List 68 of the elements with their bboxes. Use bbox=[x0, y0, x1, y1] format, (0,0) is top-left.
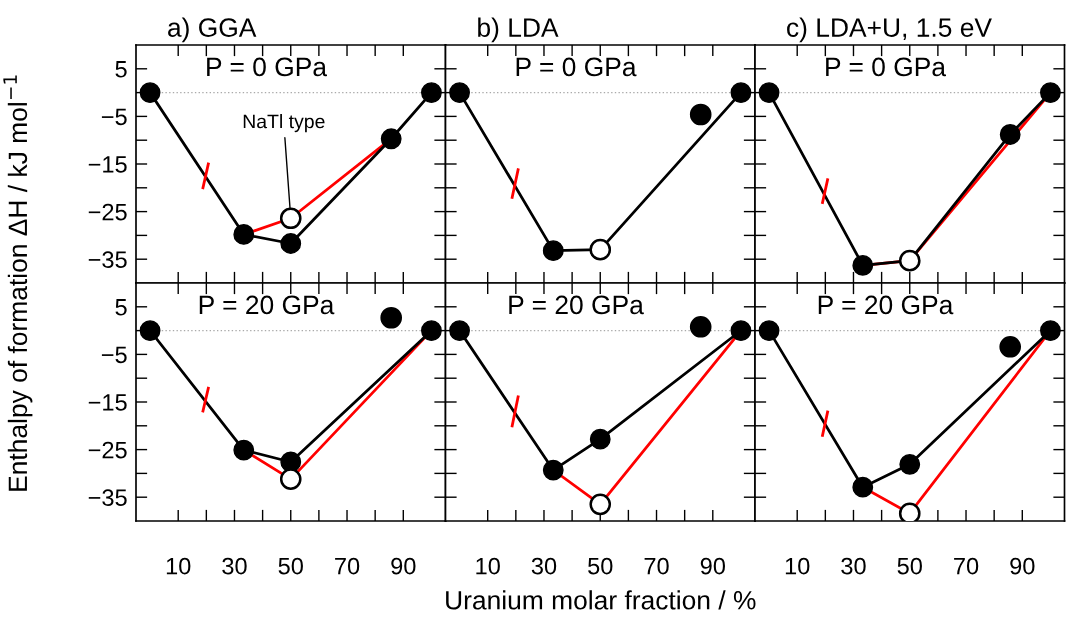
chart-title: a) GGA bbox=[168, 17, 257, 43]
point bbox=[279, 468, 302, 490]
point bbox=[233, 439, 255, 461]
point bbox=[689, 315, 712, 338]
point bbox=[689, 103, 712, 126]
point bbox=[852, 254, 874, 276]
annotation: P = 0 GPa bbox=[516, 57, 637, 77]
point bbox=[589, 493, 612, 516]
x-tick-label: 90 bbox=[391, 557, 416, 575]
point bbox=[1040, 320, 1061, 342]
y-tick-label: 5 bbox=[115, 61, 127, 78]
point bbox=[852, 476, 874, 498]
x-tick-label: 50 bbox=[278, 557, 303, 575]
point bbox=[999, 335, 1022, 358]
x-tick-label: 70 bbox=[644, 557, 669, 575]
point bbox=[1040, 82, 1061, 104]
x-tick-label: 10 bbox=[476, 557, 500, 575]
annotation: P = 20 GPa bbox=[818, 295, 954, 315]
annotation: P = 0 GPa bbox=[207, 57, 327, 77]
x-tick-label: 50 bbox=[588, 557, 613, 575]
y-tick-label: −35 bbox=[88, 489, 127, 506]
point bbox=[449, 320, 470, 342]
point bbox=[421, 320, 442, 342]
point bbox=[542, 240, 564, 262]
point bbox=[279, 207, 302, 230]
point bbox=[899, 453, 921, 475]
point bbox=[730, 82, 752, 104]
point bbox=[589, 428, 611, 450]
point bbox=[542, 459, 564, 481]
point bbox=[758, 82, 780, 104]
point bbox=[139, 82, 161, 104]
point bbox=[449, 82, 470, 104]
point bbox=[758, 320, 780, 342]
chart-title: b) LDA bbox=[478, 17, 559, 43]
y-tick-label: −25 bbox=[88, 203, 127, 221]
y-tick-label: −15 bbox=[88, 156, 127, 173]
x-tick-label: 90 bbox=[1010, 557, 1035, 575]
point bbox=[421, 82, 442, 104]
annotation: P = 0 GPa bbox=[826, 57, 946, 77]
y-axis-title: Enthalpy of formation ΔH / kJ mol$^{−1}$ bbox=[3, 75, 33, 491]
x-tick-label: 70 bbox=[335, 557, 360, 575]
x-tick-label: 30 bbox=[841, 557, 866, 575]
y-tick-label: −35 bbox=[88, 251, 127, 268]
annotation: NaTl type bbox=[243, 114, 325, 133]
chart-title: c) LDA+U, 1.5 eV bbox=[787, 17, 992, 43]
x-tick-label: 70 bbox=[954, 557, 979, 575]
x-tick-label: 10 bbox=[785, 557, 810, 575]
point bbox=[380, 128, 402, 150]
point bbox=[280, 233, 302, 254]
point bbox=[233, 224, 255, 245]
x-tick-label: 50 bbox=[897, 557, 922, 575]
point bbox=[898, 502, 921, 521]
x-tick-label: 90 bbox=[700, 557, 725, 575]
point bbox=[139, 320, 161, 342]
point bbox=[380, 306, 403, 329]
y-tick-label: −5 bbox=[101, 108, 127, 126]
x-tick-label: 30 bbox=[222, 557, 247, 575]
x-tick-label: 10 bbox=[166, 557, 191, 575]
annotation: P = 20 GPa bbox=[509, 295, 644, 315]
y-tick-label: 5 bbox=[115, 299, 127, 316]
x-tick-label: 30 bbox=[531, 557, 557, 575]
y-tick-label: −5 bbox=[101, 346, 127, 364]
x-axis-title: Uranium molar fraction / % bbox=[446, 590, 756, 610]
y-tick-label: −15 bbox=[88, 394, 127, 411]
annotation: P = 20 GPa bbox=[199, 295, 335, 315]
point bbox=[730, 320, 752, 342]
point bbox=[999, 124, 1021, 145]
y-tick-label: −25 bbox=[88, 441, 127, 459]
